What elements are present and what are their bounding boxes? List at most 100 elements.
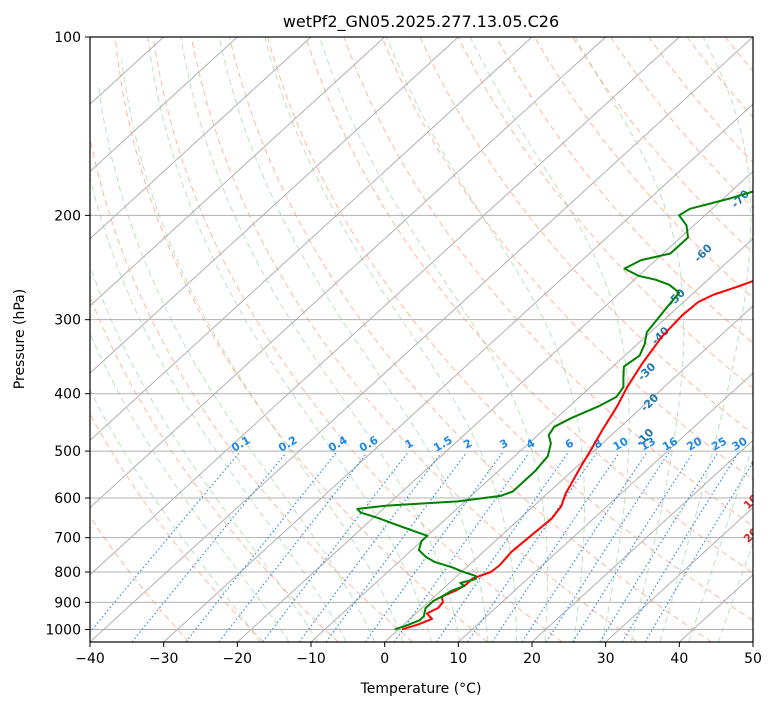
isotherm — [90, 37, 680, 576]
dewpoint-profile — [356, 190, 753, 631]
dry-adiabat — [457, 37, 753, 389]
mixing-ratio-line — [491, 452, 620, 642]
mixing-ratio-line — [572, 452, 694, 642]
mixing-ratio-label: 6 — [563, 436, 576, 451]
chart-title: wetPf2_GN05.2025.277.13.05.C26 — [283, 12, 559, 32]
mixing-ratio-label: 4 — [524, 436, 537, 451]
mixing-ratio-line — [393, 452, 530, 642]
moist-adiabat — [574, 37, 685, 642]
moist-adiabat — [688, 442, 753, 642]
isotherm — [384, 305, 753, 642]
mixing-ratio-line — [298, 452, 442, 642]
mixing-ratio-line — [644, 461, 753, 642]
isotherm-label: 30 — [753, 555, 773, 575]
dry-adiabat — [152, 37, 563, 642]
isotherm — [90, 37, 533, 442]
dry-adiabat — [686, 37, 753, 118]
mixing-ratio-label: 1 — [403, 437, 416, 452]
plot-frame — [89, 36, 754, 643]
dry-adiabat — [90, 135, 414, 642]
isotherm — [90, 37, 607, 509]
isotherm-label: 20 — [741, 525, 761, 545]
mixing-ratio-line — [364, 452, 503, 642]
isotherm-label: -30 — [635, 360, 658, 383]
temperature-profile — [401, 279, 753, 631]
x-tick-label: −40 — [75, 651, 105, 667]
dry-adiabat — [114, 37, 488, 642]
background-lines — [90, 37, 753, 642]
isotherm — [752, 641, 753, 642]
x-tick-label: −10 — [296, 651, 326, 667]
dry-adiabat — [305, 37, 753, 574]
mixing-ratio-line — [218, 452, 368, 642]
dry-adiabat — [190, 37, 638, 642]
isotherm — [605, 506, 753, 642]
isotherm-label: -20 — [638, 391, 661, 414]
moist-adiabat — [386, 37, 585, 642]
moist-adiabat — [97, 82, 376, 642]
moist-adiabat — [90, 388, 261, 642]
moist-adiabat — [147, 37, 432, 642]
isotherm — [90, 37, 753, 642]
dry-adiabat — [724, 37, 753, 72]
dry-adiabat — [381, 37, 753, 481]
isotherm-label: 0 — [748, 457, 763, 472]
mixing-ratio-line — [131, 452, 287, 642]
x-tick-label: 0 — [380, 651, 389, 667]
mixing-ratio-line — [325, 452, 467, 642]
mixing-ratio-line — [185, 452, 337, 642]
profile-lines — [356, 190, 753, 631]
y-tick-label: 600 — [54, 491, 81, 507]
moist-adiabat — [264, 37, 517, 642]
dry-adiabat — [229, 37, 712, 642]
mixing-ratio-label: 36 — [750, 434, 770, 453]
y-tick-label: 700 — [54, 531, 81, 547]
isotherm — [163, 103, 753, 642]
x-tick-label: −20 — [223, 651, 253, 667]
moist-adiabat — [659, 37, 752, 642]
x-tick-label: 40 — [670, 651, 688, 667]
y-tick-label: 200 — [54, 208, 81, 224]
dry-adiabat — [610, 37, 753, 209]
mixing-ratio-line — [90, 452, 240, 633]
moist-adiabat — [90, 264, 319, 642]
isotherm — [236, 170, 753, 642]
mixing-ratio-line — [521, 452, 647, 642]
moist-adiabat — [121, 59, 404, 642]
moist-adiabat — [218, 37, 489, 642]
x-axis-label: Temperature (°C) — [360, 681, 482, 697]
isotherm — [90, 37, 386, 307]
y-tick-label: 900 — [54, 595, 81, 611]
isotherm-label: -40 — [649, 324, 672, 347]
x-tick-label: 50 — [744, 651, 762, 667]
moist-adiabat — [90, 175, 347, 642]
moist-adiabat — [319, 37, 548, 642]
isotherm — [531, 439, 753, 642]
mixing-ratio-label: 2 — [461, 437, 474, 452]
y-tick-label: 1000 — [45, 622, 81, 638]
mixing-ratio-line — [262, 452, 409, 642]
isotherm-label: 10 — [741, 492, 761, 512]
isotherm — [90, 37, 312, 240]
x-axis: −40 −30 −20 −10 0 10 20 30 40 50 — [75, 642, 762, 667]
isotherm — [457, 372, 753, 642]
isotherm-label: -80 — [749, 149, 772, 172]
isotherm-label: 40 — [763, 582, 775, 602]
dry-adiabat — [90, 515, 190, 642]
y-tick-label: 400 — [54, 387, 81, 403]
isotherm — [90, 37, 459, 374]
dry-adiabat — [495, 37, 753, 344]
isotherm-label: -60 — [692, 241, 715, 264]
dry-adiabat — [343, 37, 753, 527]
y-axis-label: Pressure (hPa) — [12, 289, 28, 389]
dry-adiabat — [267, 37, 753, 622]
y-tick-label: 800 — [54, 565, 81, 581]
moist-adiabat — [90, 331, 290, 642]
y-tick-label: 100 — [54, 30, 81, 46]
mixing-ratio-label: 3 — [497, 437, 510, 452]
x-tick-label: 20 — [523, 651, 541, 667]
moist-adiabat — [180, 37, 461, 642]
dry-adiabat — [90, 295, 339, 642]
y-tick-label: 500 — [54, 444, 81, 460]
